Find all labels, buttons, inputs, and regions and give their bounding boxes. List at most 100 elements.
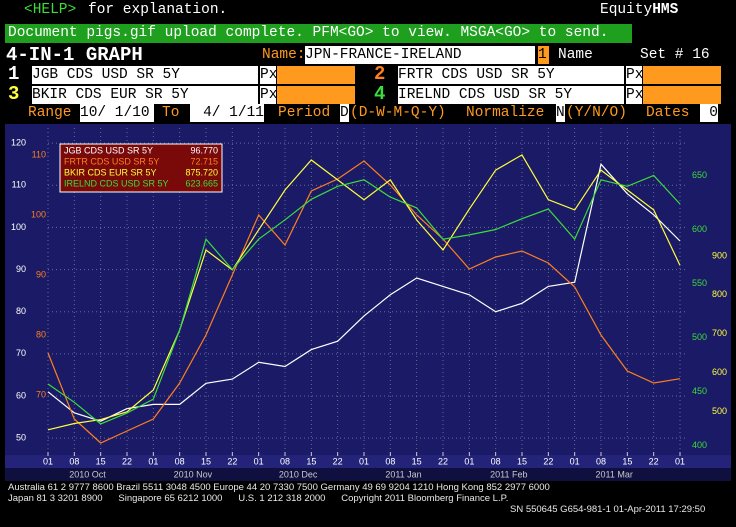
normalize-options: (Y/N/O) — [566, 105, 627, 121]
footer-line: SN 550645 G654-981-1 01-Apr-2011 17:29:5… — [510, 504, 706, 515]
y-tick-label: 100 — [11, 222, 26, 232]
normalize-input[interactable]: N — [556, 104, 565, 122]
range-to[interactable]: 4/ 1/11 — [190, 104, 264, 122]
y-tick-label: 110 — [32, 149, 46, 159]
y-tick-label: 90 — [36, 269, 46, 279]
month-label: 2011 Feb — [490, 469, 527, 479]
y-tick-label: 80 — [36, 329, 46, 339]
help-text: for explanation. — [88, 2, 228, 18]
y-tick-label: 800 — [712, 289, 727, 299]
x-tick-label: 08 — [175, 456, 185, 466]
set-label: Set # 16 — [640, 47, 710, 63]
name-label: Name: — [262, 47, 306, 63]
month-label: 2010 Nov — [174, 469, 213, 479]
security-number: 4 — [374, 83, 386, 105]
x-tick-label: 22 — [333, 456, 343, 466]
brand-plain: Equity — [600, 2, 653, 18]
field-block — [277, 86, 355, 104]
dates-label: Dates — [646, 105, 690, 121]
range-label: Range — [28, 105, 72, 121]
x-tick-label: 15 — [412, 456, 422, 466]
status-bar: Document pigs.gif upload complete. PFM<G… — [5, 24, 632, 43]
x-tick-label: 01 — [148, 456, 158, 466]
x-tick-label: 15 — [622, 456, 632, 466]
security-ticker[interactable]: BKIR CDS EUR SR 5Y — [32, 86, 258, 104]
set-key[interactable]: 1 — [538, 46, 549, 64]
screen-title: 4-IN-1 GRAPH — [6, 44, 143, 66]
y-tick-label: 70 — [16, 348, 26, 358]
security-field[interactable]: Px1 — [626, 86, 653, 104]
series-line — [47, 162, 681, 422]
y-tick-label: 500 — [692, 332, 707, 342]
help-key[interactable]: <HELP> — [24, 2, 77, 18]
footer-line: Australia 61 2 9777 8600 Brazil 5511 304… — [8, 482, 550, 493]
y-tick-label: 400 — [692, 440, 707, 450]
y-tick-label: 600 — [692, 224, 707, 234]
legend-value: 623.665 — [185, 178, 218, 188]
y-tick-label: 450 — [692, 386, 707, 396]
security-number: 1 — [8, 63, 20, 85]
y-tick-label: 110 — [12, 180, 26, 190]
x-tick-label: 08 — [385, 456, 395, 466]
legend-name: BKIR CDS EUR SR 5Y — [64, 167, 157, 177]
x-tick-label: 01 — [570, 456, 580, 466]
x-tick-label: 01 — [464, 456, 474, 466]
day-strip — [5, 455, 731, 468]
normalize-label: Normalize — [466, 105, 545, 121]
brand-bold: HMS — [652, 2, 679, 18]
x-tick-label: 01 — [254, 456, 264, 466]
month-label: 2010 Oct — [69, 469, 106, 479]
y-tick-label: 50 — [16, 432, 26, 442]
x-tick-label: 22 — [649, 456, 659, 466]
series-line — [47, 160, 681, 444]
security-field[interactable]: Px1 — [260, 86, 287, 104]
chart: 01 08 15 22 01 08 15 22 01 08 15 22 01 08 15 22 01 08 15 22… — [5, 124, 731, 481]
footer-line: Japan 81 3 3201 8900 Singapore 65 6212 1… — [8, 493, 509, 504]
y-tick-label: 700 — [712, 328, 727, 338]
security-number: 3 — [8, 83, 20, 105]
legend-box — [59, 143, 223, 193]
x-tick-label: 15 — [306, 456, 316, 466]
security-ticker[interactable]: IRELND CDS USD SR 5Y — [398, 86, 624, 104]
y-tick-label: 900 — [712, 250, 727, 260]
field-block — [277, 66, 355, 84]
y-tick-label: 550 — [692, 278, 707, 288]
y-tick-label: 70 — [36, 389, 46, 399]
x-tick-label: 08 — [491, 456, 501, 466]
legend-name: FRTR CDS USD SR 5Y — [64, 156, 159, 166]
legend: JGB CDS USD SR 5Y 96.770 FRTR CDS USD SR 5… — [59, 143, 223, 193]
name-input[interactable]: JPN-FRANCE-IRELAND — [305, 46, 535, 64]
month-label: 2010 Dec — [279, 469, 318, 479]
y-tick-label: 500 — [712, 406, 727, 416]
y-tick-label: 600 — [712, 367, 727, 377]
month-label: 2011 Jan — [385, 469, 421, 479]
x-tick-label: 22 — [122, 456, 132, 466]
legend-value: 96.770 — [190, 145, 218, 155]
x-tick-label: 08 — [596, 456, 606, 466]
range-from[interactable]: 10/ 1/10 — [80, 104, 154, 122]
field-block — [643, 66, 721, 84]
y-tick-label: 650 — [692, 170, 707, 180]
series-line — [47, 154, 681, 431]
security-field[interactable]: Px1 — [260, 66, 287, 84]
legend-value: 72.715 — [190, 156, 218, 166]
security-field[interactable]: Px1 — [626, 66, 653, 84]
dates-input[interactable]: 0 — [700, 104, 718, 122]
x-tick-label: 01 — [359, 456, 369, 466]
y-tick-label: 120 — [11, 138, 26, 148]
period-options: (D-W-M-Q-Y) — [350, 105, 446, 121]
y-tick-label: 80 — [16, 306, 26, 316]
period-input[interactable]: D — [340, 104, 349, 122]
x-tick-label: 01 — [43, 456, 53, 466]
security-ticker[interactable]: JGB CDS USD SR 5Y — [32, 66, 258, 84]
security-ticker[interactable]: FRTR CDS USD SR 5Y — [398, 66, 624, 84]
x-tick-label: 22 — [543, 456, 553, 466]
y-tick-label: 60 — [16, 390, 26, 400]
set-name-label: Name — [558, 47, 593, 63]
y-tick-label: 90 — [16, 264, 26, 274]
legend-value: 875.720 — [185, 167, 218, 177]
x-tick-label: 08 — [280, 456, 290, 466]
legend-name: IRELND CDS USD SR 5Y — [64, 178, 169, 188]
security-number: 2 — [374, 63, 386, 85]
